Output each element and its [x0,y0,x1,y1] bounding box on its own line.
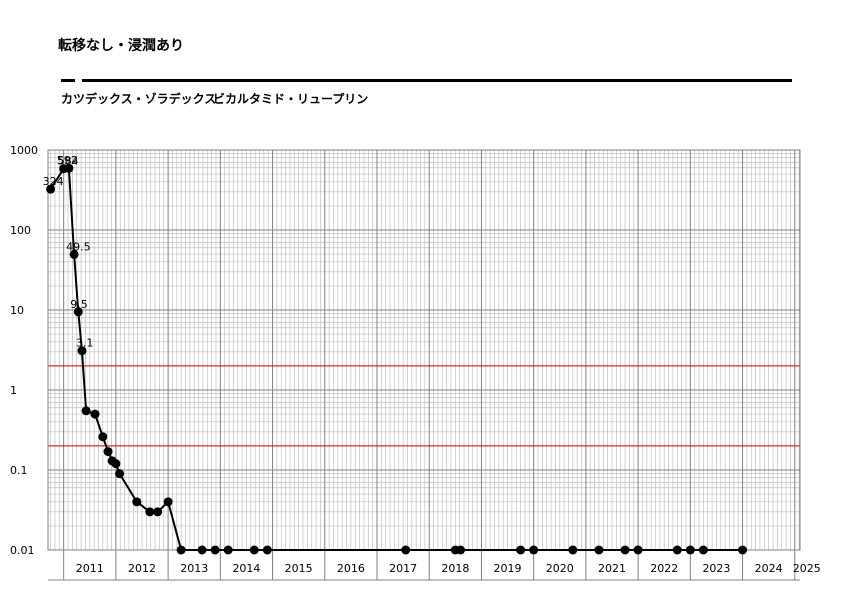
data-point [145,507,155,517]
x-tick-label: 2012 [128,562,156,575]
psa-series-line [49,167,743,551]
x-tick-label: 2011 [76,562,104,575]
data-point [81,406,91,416]
data-point [90,409,100,419]
data-point [64,163,74,173]
data-point [153,507,163,517]
x-tick-label: 2017 [389,562,417,575]
data-point [69,249,79,259]
data-label: 49.5 [66,240,91,253]
data-point [176,545,186,555]
treatment-label-1: カツデックス・ゾラデックス [61,92,217,106]
treatment-label-2: ビカルタミド・リュープリン [213,92,369,106]
x-tick-label: 2021 [598,562,626,575]
data-point [516,545,526,555]
data-point [77,346,87,356]
x-tick-label: 2013 [180,562,208,575]
data-point [210,545,220,555]
data-label: 592 [57,154,78,167]
y-tick-label: 100 [10,224,31,237]
plot-frame [47,149,801,581]
data-label: 584 [58,155,79,168]
data-point [103,447,113,457]
data-point [73,307,83,317]
data-point [249,545,259,555]
data-point [620,545,630,555]
page-title: 転移なし・浸潤あり [58,38,184,54]
data-point [262,545,272,555]
treatment-bar-2 [82,79,792,82]
data-label: 3.1 [76,337,94,350]
data-point [197,545,207,555]
data-point [568,545,578,555]
x-tick-label: 2014 [232,562,260,575]
x-tick-label: 2020 [546,562,574,575]
x-tick-label: 2024 [755,562,783,575]
y-tick-label: 0.01 [10,544,35,557]
data-point [672,545,682,555]
data-point [633,545,643,555]
y-tick-label: 0.1 [10,464,28,477]
data-point [132,497,142,507]
data-point [115,469,125,479]
data-point [529,545,539,555]
x-tick-label: 2019 [494,562,522,575]
plot-border [47,149,801,551]
axis-labels: 0.01 0.1 1 10 100 1000 2011 2012 2013 2014 2015 201… [10,144,821,580]
data-point [98,432,108,442]
data-point [46,184,56,194]
x-tick-label: 2025 [793,562,821,575]
major-gridlines [48,149,800,551]
data-series [46,163,748,555]
x-tick-label: 2018 [441,562,469,575]
data-point [111,459,121,469]
y-tick-label: 1000 [10,144,38,157]
data-point [223,545,233,555]
data-point [698,545,708,555]
x-tick-label: 2016 [337,562,365,575]
minor-gridlines [48,150,800,550]
data-point [163,497,173,507]
reference-lines [48,365,800,447]
y-tick-label: 10 [10,304,24,317]
y-tick-label: 1 [10,384,17,397]
data-label: 324 [43,175,64,188]
data-point [738,545,748,555]
data-point [401,545,411,555]
data-point [685,545,695,555]
data-label: 9.5 [70,298,88,311]
data-point [456,545,466,555]
x-tick-label: 2022 [650,562,678,575]
x-tick-label: 2023 [702,562,730,575]
data-point [594,545,604,555]
treatment-bar-1 [61,79,75,82]
x-tick-label: 2015 [285,562,313,575]
